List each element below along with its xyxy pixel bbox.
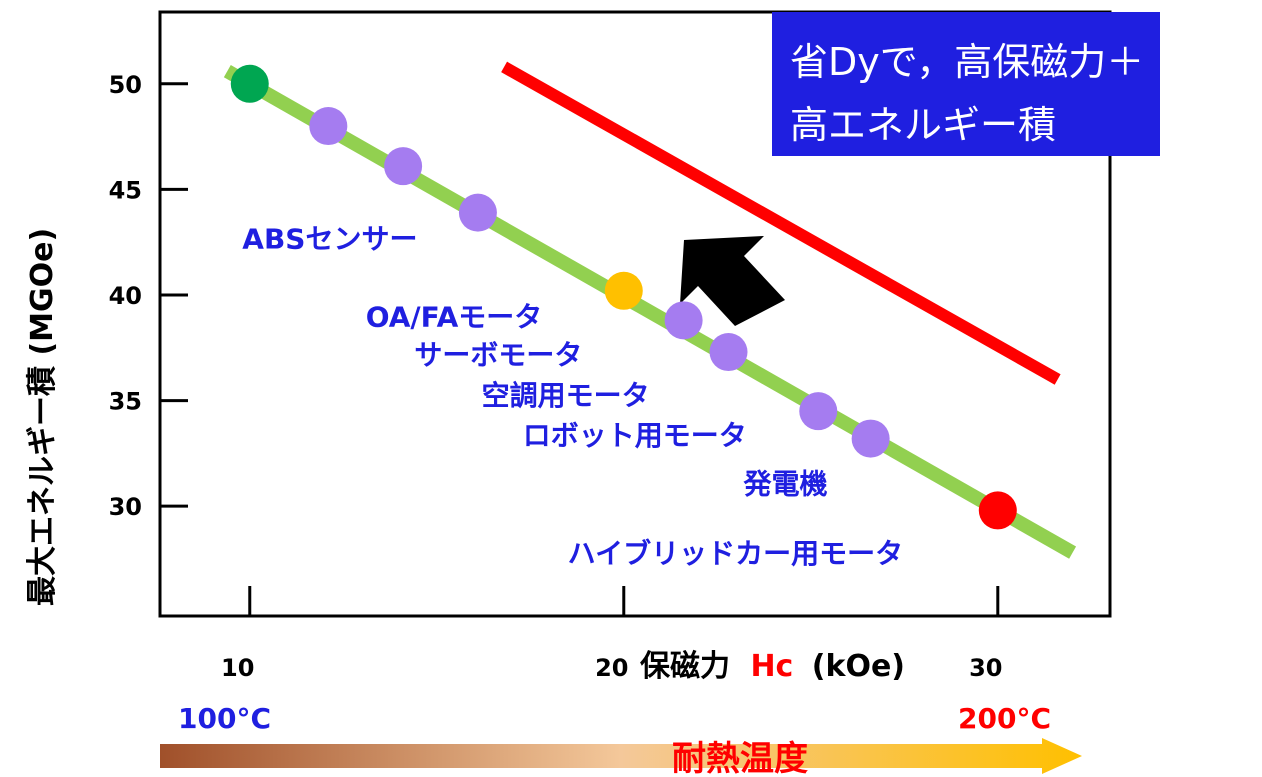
- temp-low-label: 100°C: [178, 702, 271, 735]
- x-axis-title: 保磁力 Hc (kOe): [640, 649, 905, 684]
- y-tick-label: 40: [109, 282, 142, 310]
- application-label: ハイブリッドカー用モータ: [568, 537, 903, 570]
- callout-line-2: 高エネルギー積: [790, 103, 1056, 147]
- callout-line-1: 省Dyで，高保磁力＋: [790, 40, 1144, 84]
- temperature-axis-label: 耐熱温度: [672, 739, 808, 777]
- improvement-arrow-icon: [680, 236, 785, 326]
- x-axis-ticks: 10 20 30: [221, 586, 1002, 682]
- callout-box: 省Dyで，高保磁力＋ 高エネルギー積: [772, 12, 1160, 156]
- temp-high-label: 200°C: [958, 702, 1051, 735]
- y-axis-title: 最大エネルギー積 (MGOe): [25, 228, 60, 606]
- data-point: [230, 64, 269, 103]
- data-point: [664, 301, 703, 340]
- application-label: ABSセンサー: [242, 223, 417, 256]
- trend-line: [223, 65, 1077, 559]
- plot-frame: [158, 10, 1112, 618]
- data-point: [458, 193, 497, 232]
- y-tick-label: 45: [109, 176, 142, 204]
- application-label: ロボット用モータ: [523, 419, 747, 452]
- x-tick-label: 20: [595, 654, 628, 682]
- application-labels: ABSセンサー OA/FAモータサーボモータ空調用モータロボット用モータ発電機ハイ…: [242, 223, 903, 571]
- target-line: [501, 61, 1061, 385]
- data-points: [230, 64, 1017, 530]
- x-axis-title-unit: (kOe): [812, 649, 905, 684]
- data-point: [309, 107, 348, 146]
- application-label: サーボモータ: [414, 339, 582, 372]
- data-point: [709, 333, 748, 372]
- x-axis-title-symbol: Hc: [750, 649, 793, 684]
- data-point: [978, 491, 1017, 530]
- x-axis-title-main: 保磁力: [640, 649, 730, 684]
- y-axis-ticks: 50 45 40 35 30: [109, 71, 188, 521]
- data-point: [604, 271, 643, 310]
- temperature-gradient-arrow: [160, 738, 1082, 774]
- y-tick-label: 50: [109, 71, 142, 99]
- x-tick-label: 10: [221, 654, 254, 682]
- data-point: [384, 147, 423, 186]
- y-tick-label: 30: [109, 493, 142, 521]
- y-tick-label: 35: [109, 388, 142, 416]
- application-label: 空調用モータ: [482, 379, 650, 412]
- data-point: [799, 392, 838, 431]
- application-label: 発電機: [742, 468, 827, 501]
- application-label: OA/FAモータ: [366, 301, 543, 334]
- x-tick-label: 30: [969, 654, 1002, 682]
- data-point: [851, 419, 890, 458]
